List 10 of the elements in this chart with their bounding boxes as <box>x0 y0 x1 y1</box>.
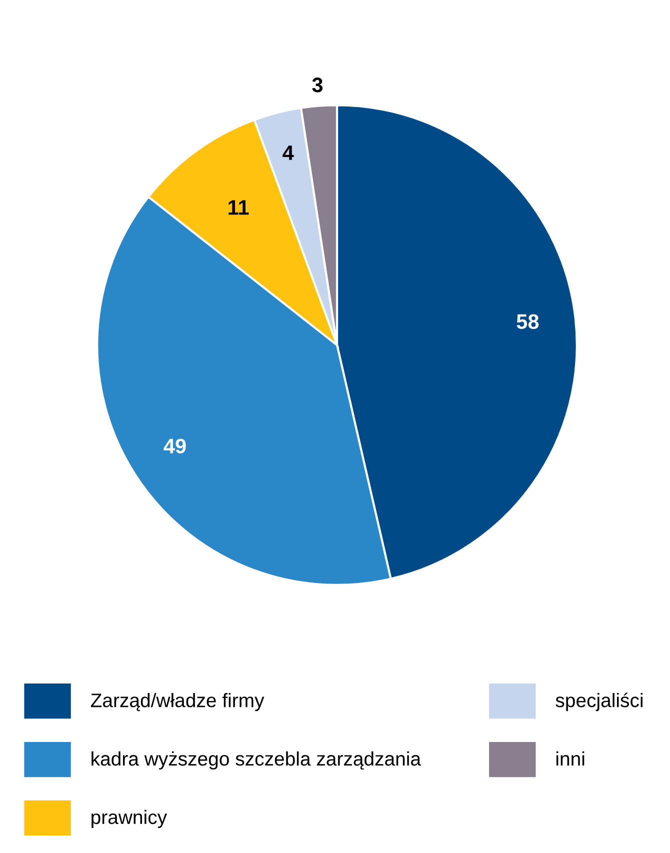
data-label: 3 <box>312 78 323 92</box>
data-label: 49 <box>164 438 186 454</box>
data-label: 11 <box>228 200 249 215</box>
legend-label: specjaliści <box>556 692 642 712</box>
legend-label: kadra wyższego szczebla zarządzania <box>92 751 422 770</box>
legend-label: inni <box>556 751 584 766</box>
data-label: 58 <box>516 314 539 329</box>
legend-label: Zarząd/władze firmy <box>90 692 264 712</box>
legend-label: prawnicy <box>92 810 167 828</box>
data-label: 4 <box>282 146 294 160</box>
